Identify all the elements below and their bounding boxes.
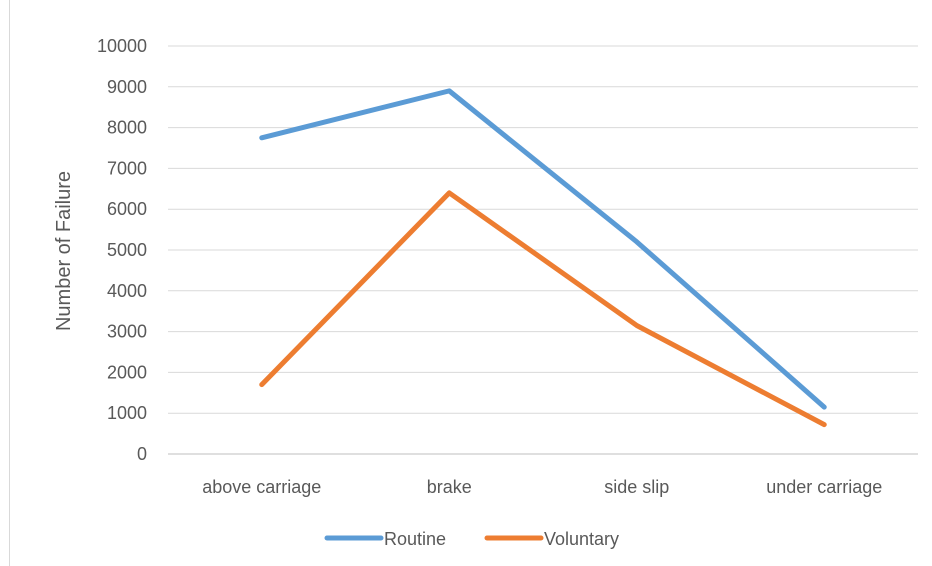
x-axis-tick-labels: above carriage brake side slip under carria… xyxy=(202,477,882,497)
x-tick-label: brake xyxy=(427,477,472,497)
y-tick-label: 7000 xyxy=(107,158,147,178)
x-tick-label: under carriage xyxy=(766,477,882,497)
y-tick-label: 5000 xyxy=(107,240,147,260)
series-line-voluntary xyxy=(259,190,827,428)
y-tick-label: 2000 xyxy=(107,362,147,382)
series-line-routine xyxy=(259,88,827,410)
y-tick-label: 4000 xyxy=(107,281,147,301)
legend-label-voluntary: Voluntary xyxy=(544,529,619,549)
y-axis-title: Number of Failure xyxy=(53,171,75,331)
x-tick-label: above carriage xyxy=(202,477,321,497)
y-axis-tick-labels: 0 1000 2000 3000 4000 5000 6000 7000 8000 9000 100… xyxy=(97,36,147,464)
chart-frame xyxy=(9,0,932,566)
legend: Routine Voluntary xyxy=(324,529,619,549)
x-tick-label: side slip xyxy=(604,477,669,497)
y-tick-label: 3000 xyxy=(107,322,147,342)
y-tick-label: 6000 xyxy=(107,199,147,219)
y-tick-label: 1000 xyxy=(107,403,147,423)
y-tick-label: 10000 xyxy=(97,36,147,56)
series-lines xyxy=(259,88,827,428)
y-tick-label: 8000 xyxy=(107,118,147,138)
y-tick-label: 9000 xyxy=(107,77,147,97)
y-tick-label: 0 xyxy=(137,444,147,464)
legend-label-routine: Routine xyxy=(384,529,446,549)
